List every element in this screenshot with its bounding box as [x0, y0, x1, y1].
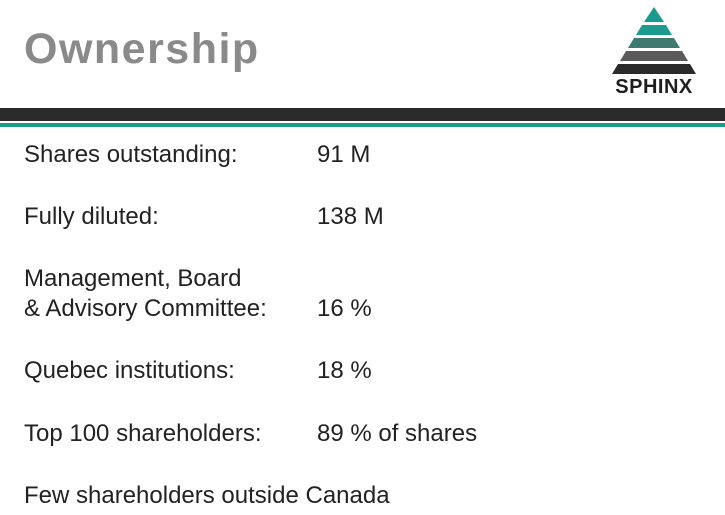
row-value: 91 M [317, 141, 371, 168]
row-shares-outstanding: Shares outstanding: 91 M [24, 140, 370, 170]
header-bar-accent [0, 123, 725, 127]
row-label: Shares outstanding: [24, 141, 238, 168]
row-value: 16 % [317, 295, 372, 322]
row-fully-diluted: Fully diluted: 138 M [24, 202, 384, 232]
row-label: Quebec institutions: [24, 357, 235, 384]
row-management: Management, Board & Advisory Committee: … [24, 264, 372, 324]
row-label: Few shareholders outside Canada [24, 482, 390, 509]
row-label: Top 100 shareholders: [24, 420, 262, 447]
slide-title: Ownership [24, 25, 260, 73]
header-bar-dark [0, 108, 725, 121]
row-top-100: Top 100 shareholders: 89 % of shares [24, 419, 477, 449]
row-label-line1: Management, Board [24, 265, 242, 292]
row-outside-canada: Few shareholders outside Canada [24, 481, 390, 511]
row-quebec-institutions: Quebec institutions: 18 % [24, 356, 372, 386]
row-value: 18 % [317, 357, 372, 384]
row-label: Fully diluted: [24, 203, 159, 230]
row-value: 89 % of shares [317, 420, 478, 447]
row-label: Management, Board & Advisory Committee: [24, 264, 317, 324]
logo-text: SPHINX [615, 76, 693, 98]
pyramid-icon [612, 7, 696, 74]
row-value: 138 M [317, 203, 384, 230]
sphinx-logo: SPHINX [603, 5, 705, 100]
row-label-line2: & Advisory Committee: [24, 295, 267, 322]
